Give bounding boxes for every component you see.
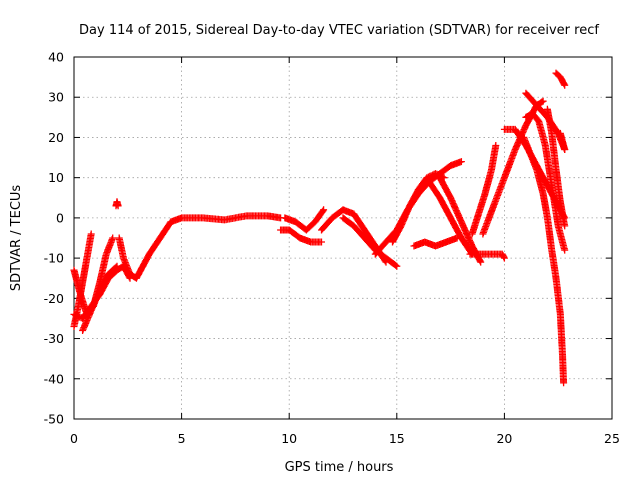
data-marker-path	[543, 105, 569, 230]
y-tick-label: -50	[44, 412, 64, 427]
series-arc-8	[318, 206, 390, 266]
series-arc-11	[389, 170, 448, 246]
data-points	[70, 69, 569, 387]
axis-ticks: 0 5 10 15 20 25 -50 -40 -30 -20 -10 0 10 20 30 40	[44, 50, 620, 447]
series-arc-24	[556, 129, 569, 153]
y-tick-label: -20	[44, 291, 64, 306]
chart-title: Day 114 of 2015, Sidereal Day-to-day VTE…	[79, 23, 599, 38]
plot-frame	[73, 56, 613, 420]
series-arc-21	[522, 109, 569, 254]
y-tick-label: -40	[44, 371, 64, 386]
data-marker-path	[277, 226, 325, 246]
data-marker-path	[112, 198, 122, 210]
data-marker-path	[522, 109, 569, 254]
x-tick-label: 0	[70, 431, 78, 446]
data-marker-path	[466, 250, 508, 262]
x-tick-label: 10	[281, 431, 297, 446]
y-tick-label: 40	[48, 50, 64, 65]
series-arc-20	[520, 133, 568, 387]
data-marker-path	[556, 129, 569, 153]
x-tick-label: 25	[604, 431, 620, 446]
data-marker-path	[425, 178, 476, 258]
data-marker-path	[468, 142, 500, 238]
y-tick-label: 20	[48, 130, 64, 145]
data-marker-path	[520, 133, 568, 387]
y-tick-label: -10	[44, 251, 64, 266]
y-tick-label: 0	[56, 210, 64, 225]
data-marker-path	[389, 170, 448, 246]
x-axis-label: GPS time / hours	[285, 460, 394, 475]
series-arc-13	[425, 178, 476, 258]
series-arc-12	[410, 234, 461, 250]
data-marker-path	[281, 206, 328, 234]
series-arc-15	[466, 250, 508, 262]
y-tick-label: 10	[48, 170, 64, 185]
series-arc-23	[552, 69, 569, 89]
series-arc-4	[79, 262, 121, 334]
series-isolated	[112, 198, 122, 210]
data-marker-path	[115, 212, 285, 282]
y-tick-label: -30	[44, 331, 64, 346]
y-tick-label: 30	[48, 90, 64, 105]
data-marker-path	[552, 69, 569, 89]
series-arc-17	[468, 142, 500, 238]
series-arc-7	[281, 206, 328, 234]
data-marker-path	[410, 234, 461, 250]
x-tick-label: 20	[496, 431, 512, 446]
series-arc-22	[543, 105, 569, 230]
x-tick-label: 15	[389, 431, 405, 446]
x-tick-label: 5	[178, 431, 186, 446]
series-arc-5	[115, 212, 285, 282]
data-marker-path	[79, 262, 121, 334]
series-arc-6	[277, 226, 325, 246]
y-axis-label: SDTVAR / TECUs	[9, 185, 24, 292]
data-marker-path	[318, 206, 390, 266]
